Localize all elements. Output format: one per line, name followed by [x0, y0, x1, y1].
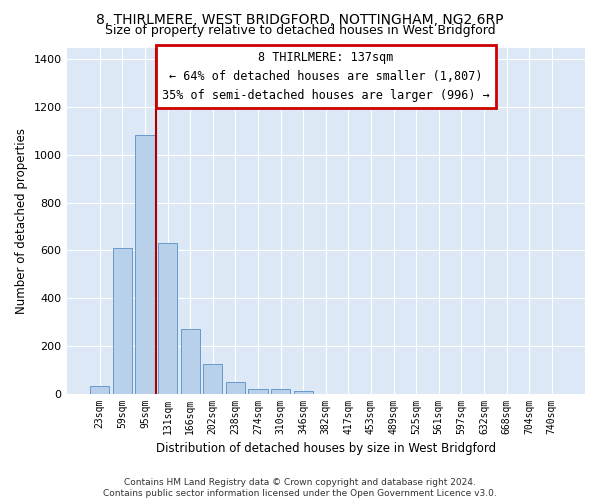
Bar [248, 389, 268, 394]
Bar [136, 134, 155, 394]
Text: 8 THIRLMERE: 137sqm
← 64% of detached houses are smaller (1,807)
35% of semi-det: 8 THIRLMERE: 137sqm ← 64% of detached ho… [162, 51, 490, 102]
Bar [113, 248, 132, 394]
Bar [158, 243, 177, 394]
Y-axis label: Number of detached properties: Number of detached properties [15, 128, 28, 314]
Text: 8, THIRLMERE, WEST BRIDGFORD, NOTTINGHAM, NG2 6RP: 8, THIRLMERE, WEST BRIDGFORD, NOTTINGHAM… [96, 12, 504, 26]
Bar [181, 329, 200, 394]
Bar [293, 391, 313, 394]
Text: Size of property relative to detached houses in West Bridgford: Size of property relative to detached ho… [104, 24, 496, 37]
X-axis label: Distribution of detached houses by size in West Bridgford: Distribution of detached houses by size … [156, 442, 496, 455]
Bar [90, 386, 109, 394]
Bar [203, 364, 223, 394]
Bar [226, 382, 245, 394]
Text: Contains HM Land Registry data © Crown copyright and database right 2024.
Contai: Contains HM Land Registry data © Crown c… [103, 478, 497, 498]
Bar [271, 389, 290, 394]
